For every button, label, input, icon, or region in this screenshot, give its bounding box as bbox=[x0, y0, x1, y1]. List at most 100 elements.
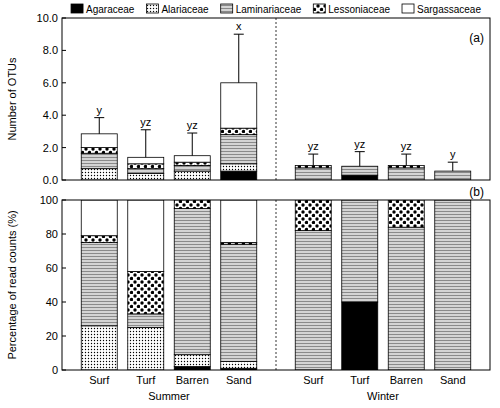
x-tick-label: Surf bbox=[89, 374, 110, 386]
y-tick bbox=[62, 200, 66, 201]
error-line bbox=[359, 152, 360, 167]
y-tick-label: 2.0 bbox=[43, 142, 58, 154]
y-tick bbox=[62, 115, 66, 116]
bar-segment bbox=[174, 367, 210, 370]
bar-segment bbox=[81, 243, 117, 326]
y-tick bbox=[62, 302, 66, 303]
error-bar bbox=[308, 154, 318, 165]
error-cap bbox=[308, 154, 318, 155]
legend-label: Lessoniaceae bbox=[328, 4, 390, 15]
bar-segment bbox=[295, 165, 331, 167]
legend-label: Agaraceae bbox=[86, 4, 135, 15]
annotation: yz bbox=[354, 138, 365, 150]
x-tick-label: Surf bbox=[303, 374, 324, 386]
bar-segment bbox=[342, 166, 378, 175]
error-bar bbox=[187, 133, 197, 156]
x-tick-label: Turf bbox=[136, 374, 156, 386]
x-tick-label: Turf bbox=[350, 374, 370, 386]
legend-label: Alariaceae bbox=[161, 4, 209, 15]
annotation: x bbox=[236, 20, 242, 32]
bar-segment bbox=[128, 169, 164, 174]
page: {"chart_data": [ {"type": "bar", "stacke… bbox=[0, 0, 500, 408]
bar-segment bbox=[435, 171, 471, 180]
bar-segment bbox=[174, 156, 210, 162]
error-line bbox=[313, 154, 314, 165]
bar-segment bbox=[174, 200, 210, 209]
y-tick bbox=[62, 234, 66, 235]
bar-segment bbox=[128, 314, 164, 328]
error-cap bbox=[355, 151, 365, 152]
legend-label: Sargassaceae bbox=[417, 4, 481, 15]
x-tick-label: Barren bbox=[390, 374, 423, 386]
annotation: y bbox=[97, 104, 103, 116]
bar-segment bbox=[221, 171, 257, 180]
annotation: yz bbox=[187, 119, 198, 131]
divider bbox=[276, 200, 277, 370]
y-tick-label: 0 bbox=[52, 364, 58, 376]
bar-segment bbox=[174, 165, 210, 171]
bar-segment bbox=[81, 148, 117, 154]
y-tick bbox=[62, 147, 66, 148]
y-tick-label: 20 bbox=[46, 330, 58, 342]
error-cap bbox=[448, 162, 458, 163]
frame bbox=[62, 18, 490, 180]
y-tick bbox=[62, 336, 66, 337]
group-label: Summer bbox=[148, 390, 190, 402]
error-bar bbox=[234, 34, 244, 83]
frame bbox=[62, 200, 490, 370]
legend: AgaraceaeAlariaceaeLaminariaceaeLessonia… bbox=[71, 4, 481, 15]
bar-segment bbox=[128, 164, 164, 169]
bar-segment bbox=[81, 134, 117, 148]
error-bar bbox=[94, 118, 104, 134]
bar-segment bbox=[435, 200, 471, 370]
bar-segment bbox=[295, 168, 331, 180]
y-tick bbox=[62, 180, 66, 181]
y-axis-label: Percentage of read counts (%) bbox=[6, 210, 18, 359]
bar-segment bbox=[174, 209, 210, 355]
annotation: y bbox=[450, 148, 456, 160]
y-tick-label: 80 bbox=[46, 228, 58, 240]
y-tick bbox=[62, 18, 66, 19]
panel-label: (b) bbox=[469, 185, 484, 199]
bar-segment bbox=[81, 236, 117, 243]
panel-label: (a) bbox=[469, 31, 484, 45]
bars bbox=[81, 200, 471, 370]
bar-segment bbox=[295, 200, 331, 231]
bar-segment bbox=[221, 164, 257, 171]
error-bar bbox=[401, 154, 411, 165]
y-tick bbox=[62, 370, 66, 371]
error-cap bbox=[94, 117, 104, 118]
x-tick-label: Sand bbox=[440, 374, 466, 386]
bar-segment bbox=[174, 162, 210, 165]
bar-segment bbox=[221, 128, 257, 134]
group-label: Winter bbox=[367, 390, 399, 402]
x-tick-label: Sand bbox=[226, 374, 252, 386]
bar-segment bbox=[388, 165, 424, 167]
bar-segment bbox=[388, 200, 424, 227]
bar-segment bbox=[128, 271, 164, 314]
y-tick-label: 0.0 bbox=[43, 174, 58, 186]
y-axis-label: Number of OTUs bbox=[6, 57, 18, 141]
bar-segment bbox=[221, 244, 257, 361]
error-line bbox=[99, 118, 100, 134]
error-cap bbox=[234, 34, 244, 35]
bar-segment bbox=[221, 135, 257, 164]
y-tick-label: 10.0 bbox=[37, 12, 58, 24]
y-tick-label: 100 bbox=[40, 194, 58, 206]
x-tick-label: Barren bbox=[176, 374, 209, 386]
y-tick bbox=[62, 268, 66, 269]
y-tick-label: 6.0 bbox=[43, 77, 58, 89]
bar-segment bbox=[81, 153, 117, 168]
legend-swatch bbox=[402, 4, 414, 13]
error-cap bbox=[187, 133, 197, 134]
legend-swatch bbox=[146, 4, 158, 13]
bar-segment bbox=[342, 200, 378, 302]
bar-segment bbox=[81, 326, 117, 370]
y-tick-label: 60 bbox=[46, 262, 58, 274]
error-line bbox=[192, 133, 193, 156]
bar-segment bbox=[128, 328, 164, 371]
bar-segment bbox=[295, 231, 331, 370]
error-line bbox=[452, 162, 453, 171]
error-cap bbox=[141, 129, 151, 130]
error-bar bbox=[141, 130, 151, 158]
